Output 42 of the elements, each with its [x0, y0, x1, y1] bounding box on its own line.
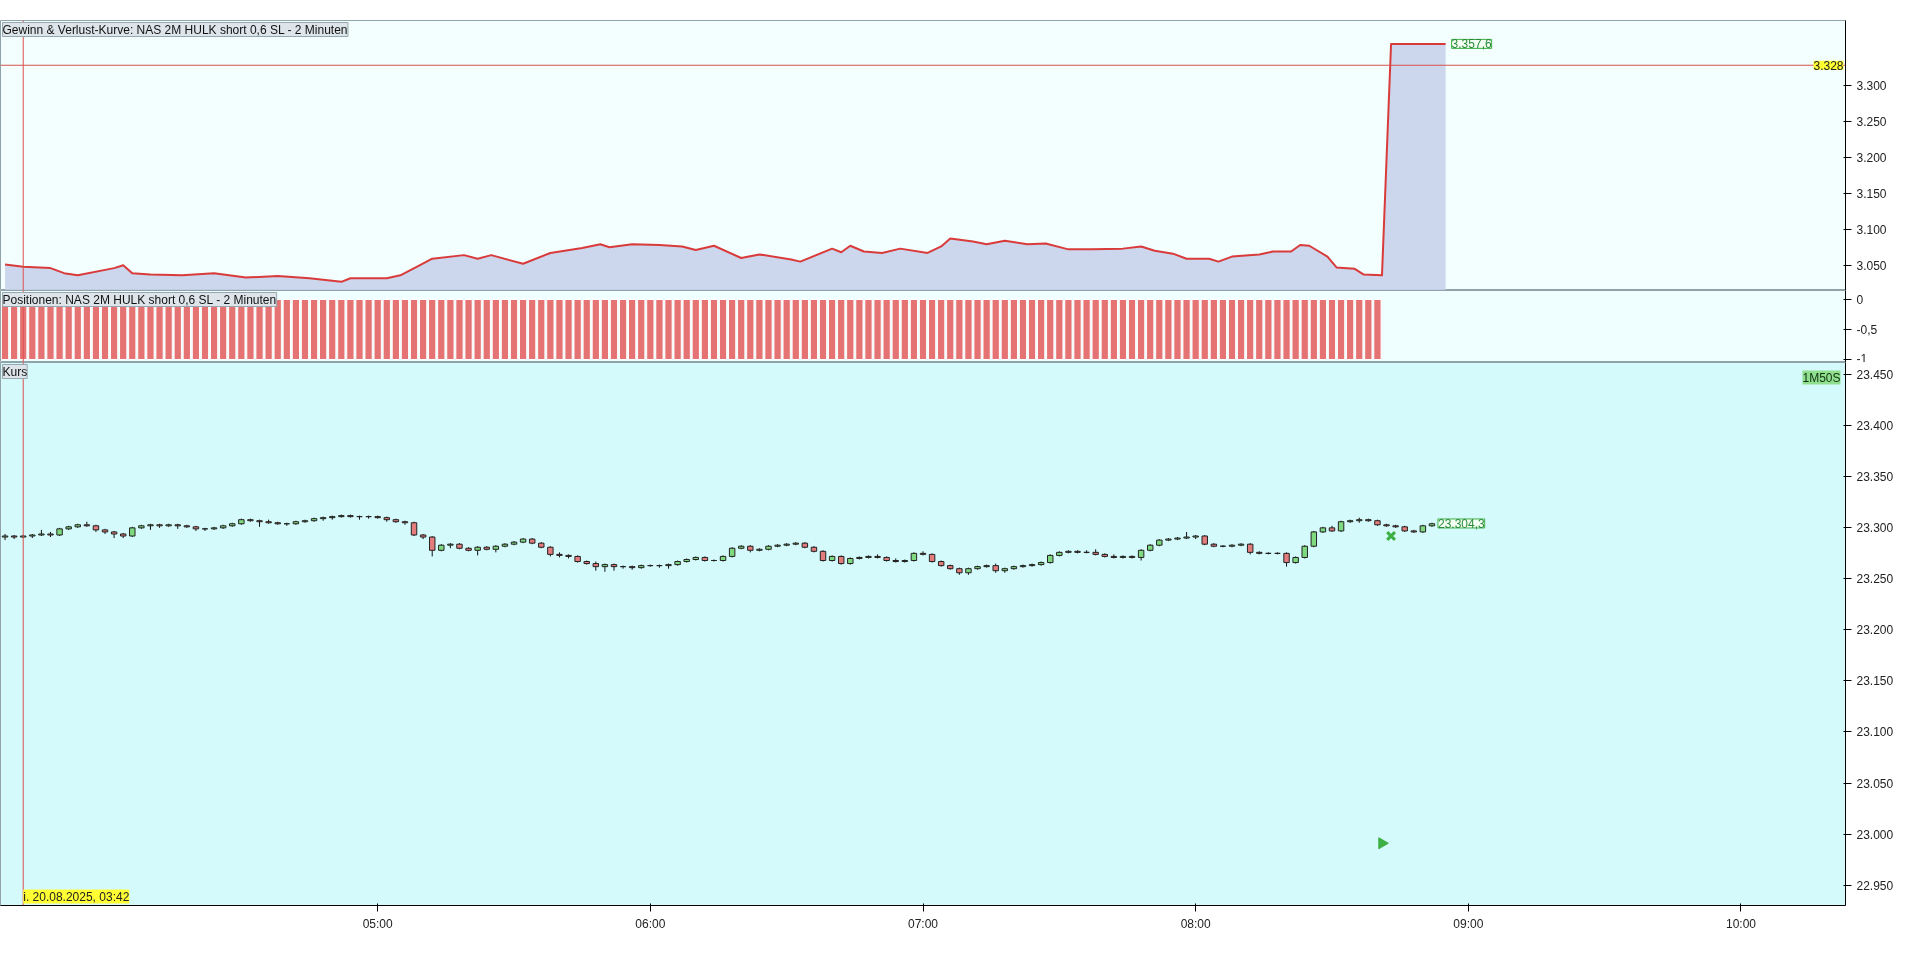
- x-tick-label: 05:00: [362, 916, 394, 931]
- y-tick-label: -1: [1856, 351, 1868, 366]
- annotation: 3.357,6: [1451, 37, 1492, 52]
- y-tick-label: -0,5: [1856, 323, 1878, 337]
- candlestick: [319, 516, 327, 522]
- x-tick-label: 09:00: [1453, 916, 1484, 931]
- chart-title: Kurs: [2, 364, 28, 379]
- y-tick-label: 22.950: [1856, 878, 1894, 893]
- candlestick: [610, 563, 618, 572]
- candlestick: [1110, 553, 1118, 559]
- y-tick-label: 3.300: [1856, 78, 1887, 93]
- y-tick-label: 23.450: [1856, 368, 1894, 383]
- y-tick-label: 3.250: [1856, 115, 1887, 130]
- y-tick-label: 23.400: [1856, 419, 1894, 434]
- y-tick-label: 23.150: [1856, 674, 1894, 689]
- ref-line-label: 3.328: [1813, 58, 1844, 73]
- candlestick: [401, 520, 409, 526]
- x-tick-label: 10:00: [1725, 916, 1757, 931]
- chart-title: Gewinn & Verlust-Kurve: NAS 2M HULK short 0,6 SL - 2 Minuten: [2, 22, 348, 37]
- y-tick-label: 23.050: [1856, 776, 1894, 791]
- ref-line-label: i. 20.08.2025, 03:42: [23, 889, 130, 904]
- x-tick-label: 07:00: [907, 916, 939, 931]
- annotation: 23.304,3: [1437, 516, 1485, 531]
- y-tick-label: 3.100: [1856, 223, 1887, 238]
- y-tick-label: 3.200: [1856, 151, 1887, 166]
- candlestick: [428, 535, 436, 557]
- y-tick-label: 3.150: [1856, 187, 1887, 202]
- y-tick-label: 23.300: [1856, 521, 1894, 536]
- candlestick: [1, 533, 9, 541]
- x-tick-label: 06:00: [635, 916, 666, 931]
- x-tick-label: 08:00: [1180, 916, 1211, 931]
- chart-title: Positionen: NAS 2M HULK short 0,6 SL - 2 Minuten: [2, 292, 277, 307]
- y-tick-label: 23.250: [1856, 572, 1894, 587]
- y-tick-label: 0: [1856, 293, 1864, 307]
- y-tick-label: 23.100: [1856, 725, 1894, 740]
- y-tick-label: 23.350: [1856, 470, 1894, 485]
- candlestick: [919, 550, 927, 556]
- y-tick-label: 23.000: [1856, 827, 1894, 842]
- annotation: 1M50S: [1802, 370, 1841, 385]
- y-tick-label: 23.200: [1856, 623, 1894, 638]
- y-tick-label: 3.050: [1856, 259, 1887, 274]
- candlestick: [601, 563, 609, 573]
